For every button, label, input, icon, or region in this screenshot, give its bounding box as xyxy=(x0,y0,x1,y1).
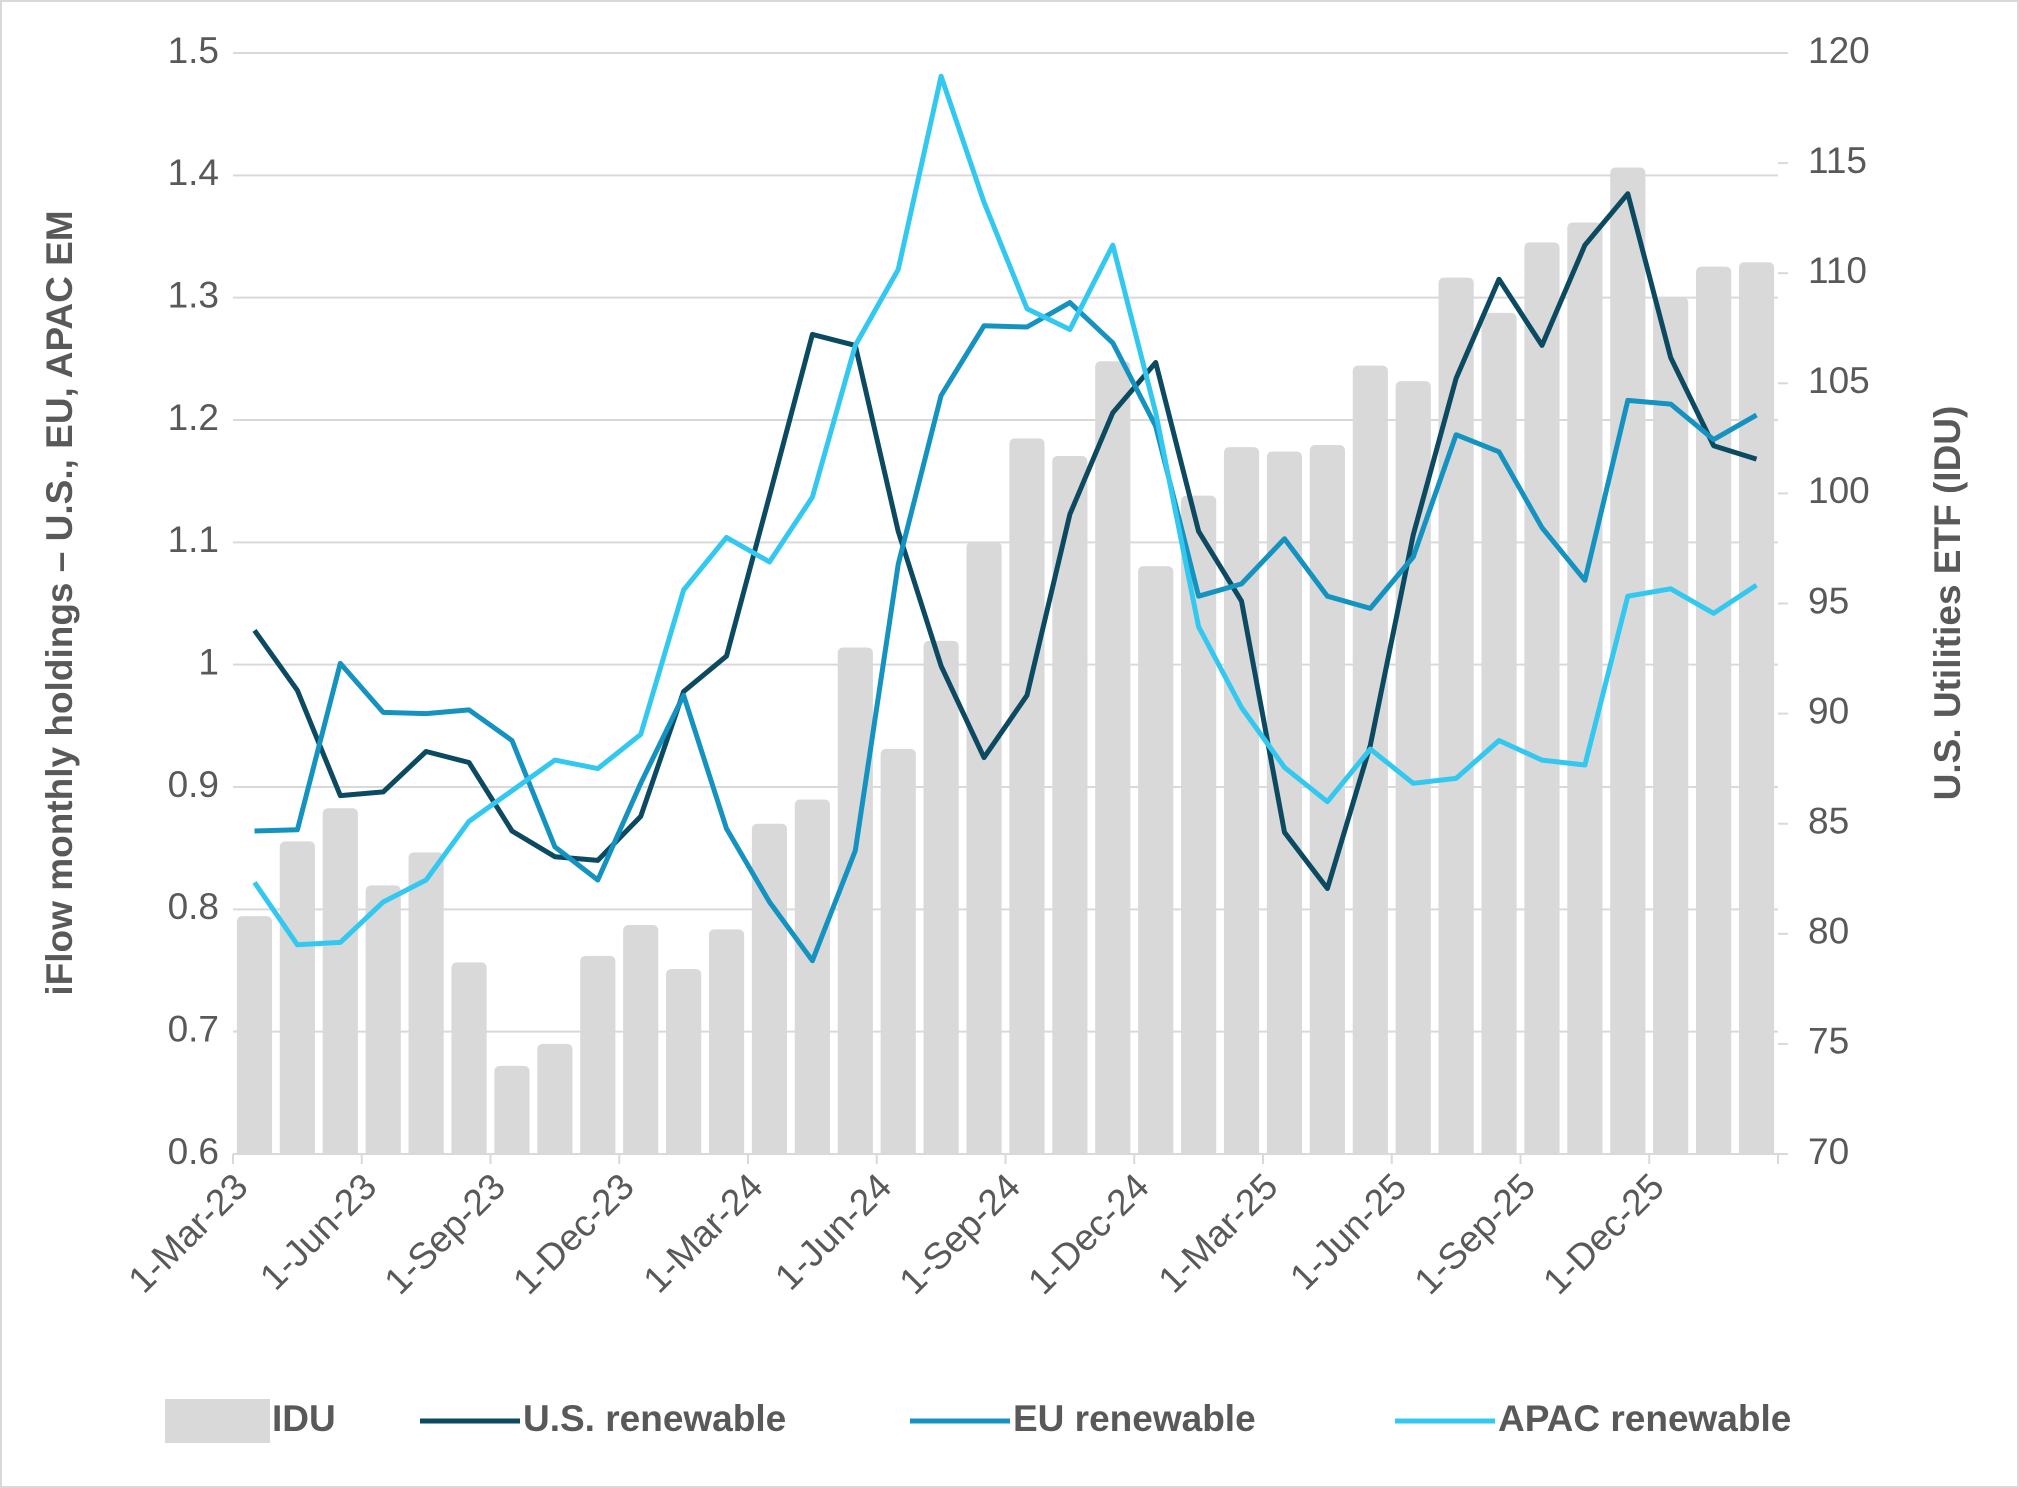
bar xyxy=(580,955,616,1154)
bar xyxy=(1567,222,1603,1154)
y-tick-label: 1.1 xyxy=(168,519,219,560)
y2-tick-label: 75 xyxy=(1808,1021,1849,1062)
legend-label: U.S. renewable xyxy=(523,1398,786,1439)
y2-tick-label: 80 xyxy=(1808,911,1849,952)
legend-swatch xyxy=(165,1399,270,1443)
bar xyxy=(279,841,315,1154)
bar xyxy=(1481,312,1517,1154)
legend-label: IDU xyxy=(272,1398,336,1439)
bar xyxy=(1181,495,1217,1154)
bar xyxy=(923,640,959,1154)
bar xyxy=(1052,455,1088,1154)
y-tick-label: 0.6 xyxy=(168,1131,219,1172)
y-axis-title: iFlow monthly holdings – U.S., EU, APAC … xyxy=(39,210,80,995)
line xyxy=(254,300,1758,964)
y-tick-label: 1.4 xyxy=(168,152,219,193)
y-tick-label: 1 xyxy=(198,641,219,682)
y-tick-label: 0.7 xyxy=(168,1008,219,1049)
bar xyxy=(1352,365,1388,1155)
y2-tick-label: 85 xyxy=(1808,800,1849,841)
legend-label: APAC renewable xyxy=(1498,1398,1791,1439)
bar xyxy=(1738,262,1775,1154)
bar xyxy=(322,808,358,1154)
bar xyxy=(794,799,830,1154)
bar xyxy=(837,647,873,1154)
bar xyxy=(880,748,916,1154)
y-tick-label: 0.8 xyxy=(168,886,219,927)
bar xyxy=(408,852,444,1154)
y2-tick-label: 70 xyxy=(1808,1131,1849,1172)
bar xyxy=(751,823,788,1154)
line xyxy=(252,73,1758,948)
bar xyxy=(1610,167,1646,1154)
bar xyxy=(365,885,401,1154)
line xyxy=(252,191,1758,891)
bar xyxy=(451,962,487,1154)
bar xyxy=(1138,566,1174,1154)
bar xyxy=(236,916,273,1154)
bar xyxy=(1009,438,1045,1155)
bar xyxy=(537,1043,573,1154)
bar xyxy=(966,541,1002,1154)
y2-tick-label: 115 xyxy=(1808,140,1867,181)
legend-label: EU renewable xyxy=(1013,1398,1256,1439)
bar xyxy=(1653,297,1689,1154)
y2-tick-label: 105 xyxy=(1808,360,1870,401)
bars xyxy=(236,167,1775,1155)
y2-tick-label: 95 xyxy=(1808,580,1849,621)
bar xyxy=(1696,266,1732,1154)
lines xyxy=(252,73,1758,964)
y-tick-label: 1.3 xyxy=(168,274,219,315)
bar xyxy=(708,929,745,1154)
y2-tick-label: 110 xyxy=(1808,250,1867,291)
bar xyxy=(1438,277,1474,1154)
bar xyxy=(1524,242,1560,1154)
bar xyxy=(666,969,702,1154)
bar xyxy=(494,1065,530,1154)
y2-tick-label: 90 xyxy=(1808,690,1849,731)
y-tick-label: 1.2 xyxy=(168,397,219,438)
y-tick-label: 1.5 xyxy=(168,30,219,71)
bar xyxy=(1223,447,1260,1155)
y2-tick-label: 100 xyxy=(1808,470,1870,511)
y2-axis-title: U.S. Utilities ETF (IDU) xyxy=(1927,406,1968,801)
bar xyxy=(1266,451,1303,1154)
y2-tick-label: 120 xyxy=(1808,30,1870,71)
bar xyxy=(623,924,659,1154)
bar xyxy=(1095,361,1131,1154)
y-tick-label: 0.9 xyxy=(168,764,219,805)
